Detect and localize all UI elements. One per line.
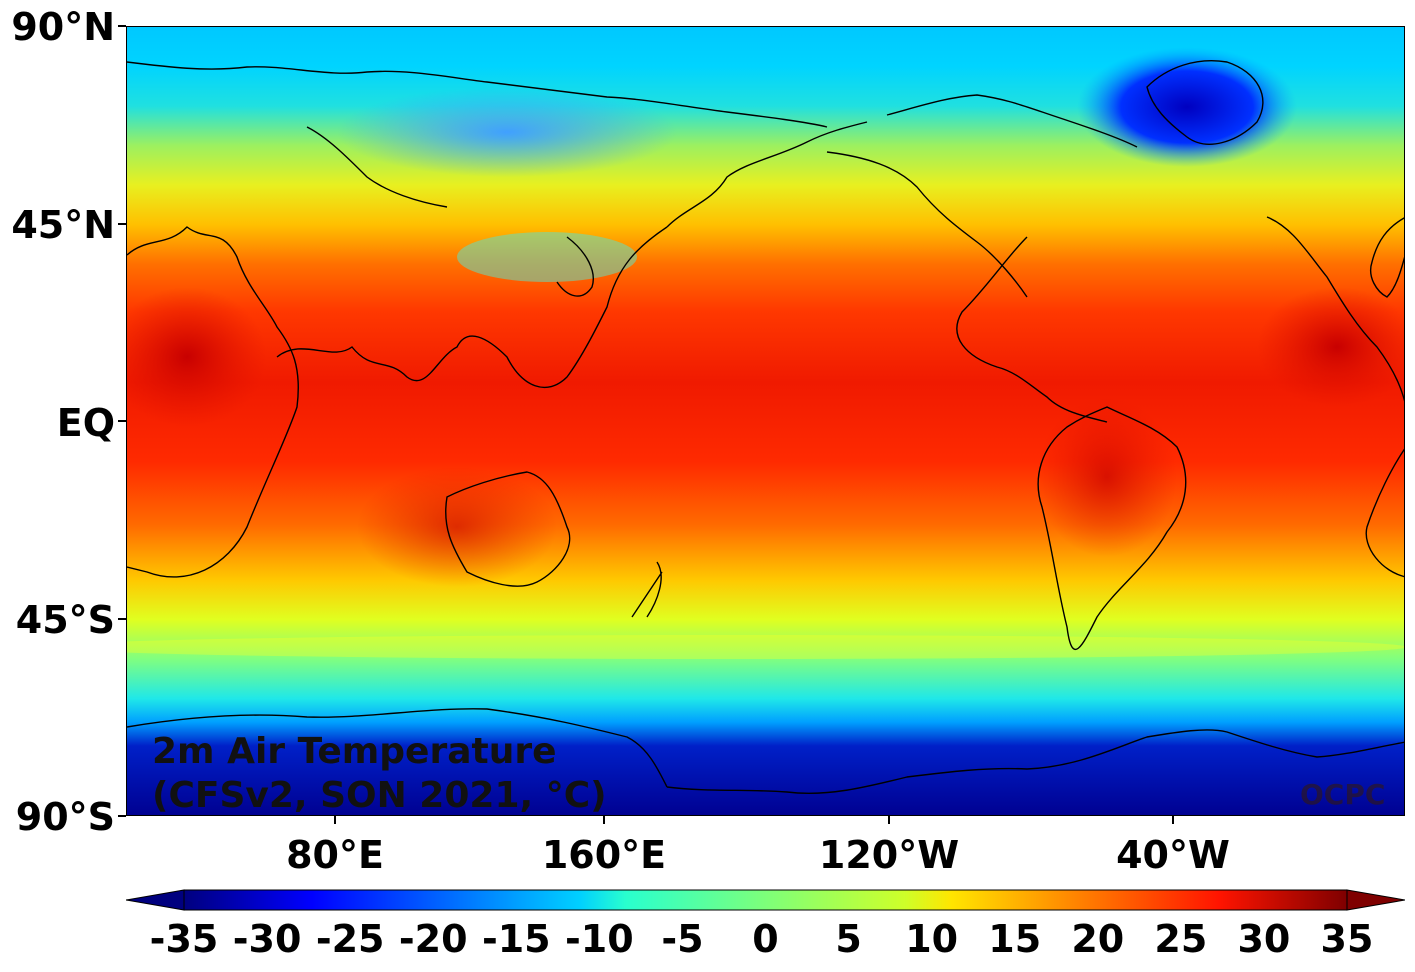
colorbar-tick-label: 15	[988, 917, 1042, 961]
lat-label-90s: 90°S	[15, 795, 115, 839]
temperature-field	[127, 27, 1404, 815]
colorbar-tick-label: 30	[1237, 917, 1291, 961]
colorbar	[126, 889, 1405, 911]
africa-hot-region	[127, 287, 267, 427]
lon-label-80e: 80°E	[286, 833, 384, 877]
colorbar-gradient	[183, 889, 1348, 911]
colorbar-tick-label: 10	[905, 917, 959, 961]
lon-label-160e: 160°E	[541, 833, 667, 877]
colorbar-tick-label: 0	[752, 917, 779, 961]
map-title: 2m Air Temperature (CFSv2, SON 2021, °C)	[152, 730, 607, 818]
colorbar-tick-label: -25	[315, 917, 385, 961]
colorbar-extend-high	[1346, 889, 1405, 911]
tibet-cool-region	[457, 232, 637, 282]
greenland-cold-region	[1077, 47, 1297, 167]
siberia-cold-region	[337, 87, 677, 177]
colorbar-tick-label: 20	[1071, 917, 1125, 961]
south-america-hot-region	[1037, 397, 1177, 557]
colorbar-tick-label: -10	[565, 917, 634, 961]
lat-label-45s: 45°S	[15, 598, 115, 642]
colorbar-tick-label: -5	[661, 917, 704, 961]
lon-tick-160e	[603, 816, 605, 824]
colorbar-tick-label: -30	[232, 917, 302, 961]
colorbar-tick-label: -35	[149, 917, 219, 961]
ocpc-watermark: OCPC	[1300, 778, 1386, 811]
lon-tick-120w	[888, 816, 890, 824]
australia-hot-region	[357, 467, 557, 587]
sahara-hot-region	[1257, 287, 1404, 407]
lat-tick-90s	[118, 815, 126, 817]
colorbar-tick-label: 25	[1154, 917, 1208, 961]
colorbar-tick-label: -20	[398, 917, 468, 961]
lat-tick-eq	[118, 420, 126, 422]
lat-tick-45s	[118, 618, 126, 620]
map-panel	[126, 26, 1405, 816]
lat-tick-90n	[118, 25, 126, 27]
map-title-line1: 2m Air Temperature	[152, 731, 557, 772]
colorbar-extend-low	[126, 889, 185, 911]
colorbar-tick-label: -15	[481, 917, 551, 961]
lat-tick-45n	[118, 223, 126, 225]
coastlines	[127, 60, 1404, 795]
lat-label-45n: 45°N	[11, 203, 115, 247]
colorbar-tick-label: 5	[835, 917, 862, 961]
lon-tick-80e	[334, 816, 336, 824]
lon-label-120w: 120°W	[818, 833, 960, 877]
lat-label-eq: EQ	[56, 401, 115, 445]
lat-label-90n: 90°N	[11, 5, 115, 49]
lon-label-40w: 40°W	[1116, 833, 1230, 877]
colorbar-tick-label: 35	[1320, 917, 1374, 961]
lon-tick-40w	[1172, 816, 1174, 824]
map-title-line2: (CFSv2, SON 2021, °C)	[152, 775, 607, 816]
